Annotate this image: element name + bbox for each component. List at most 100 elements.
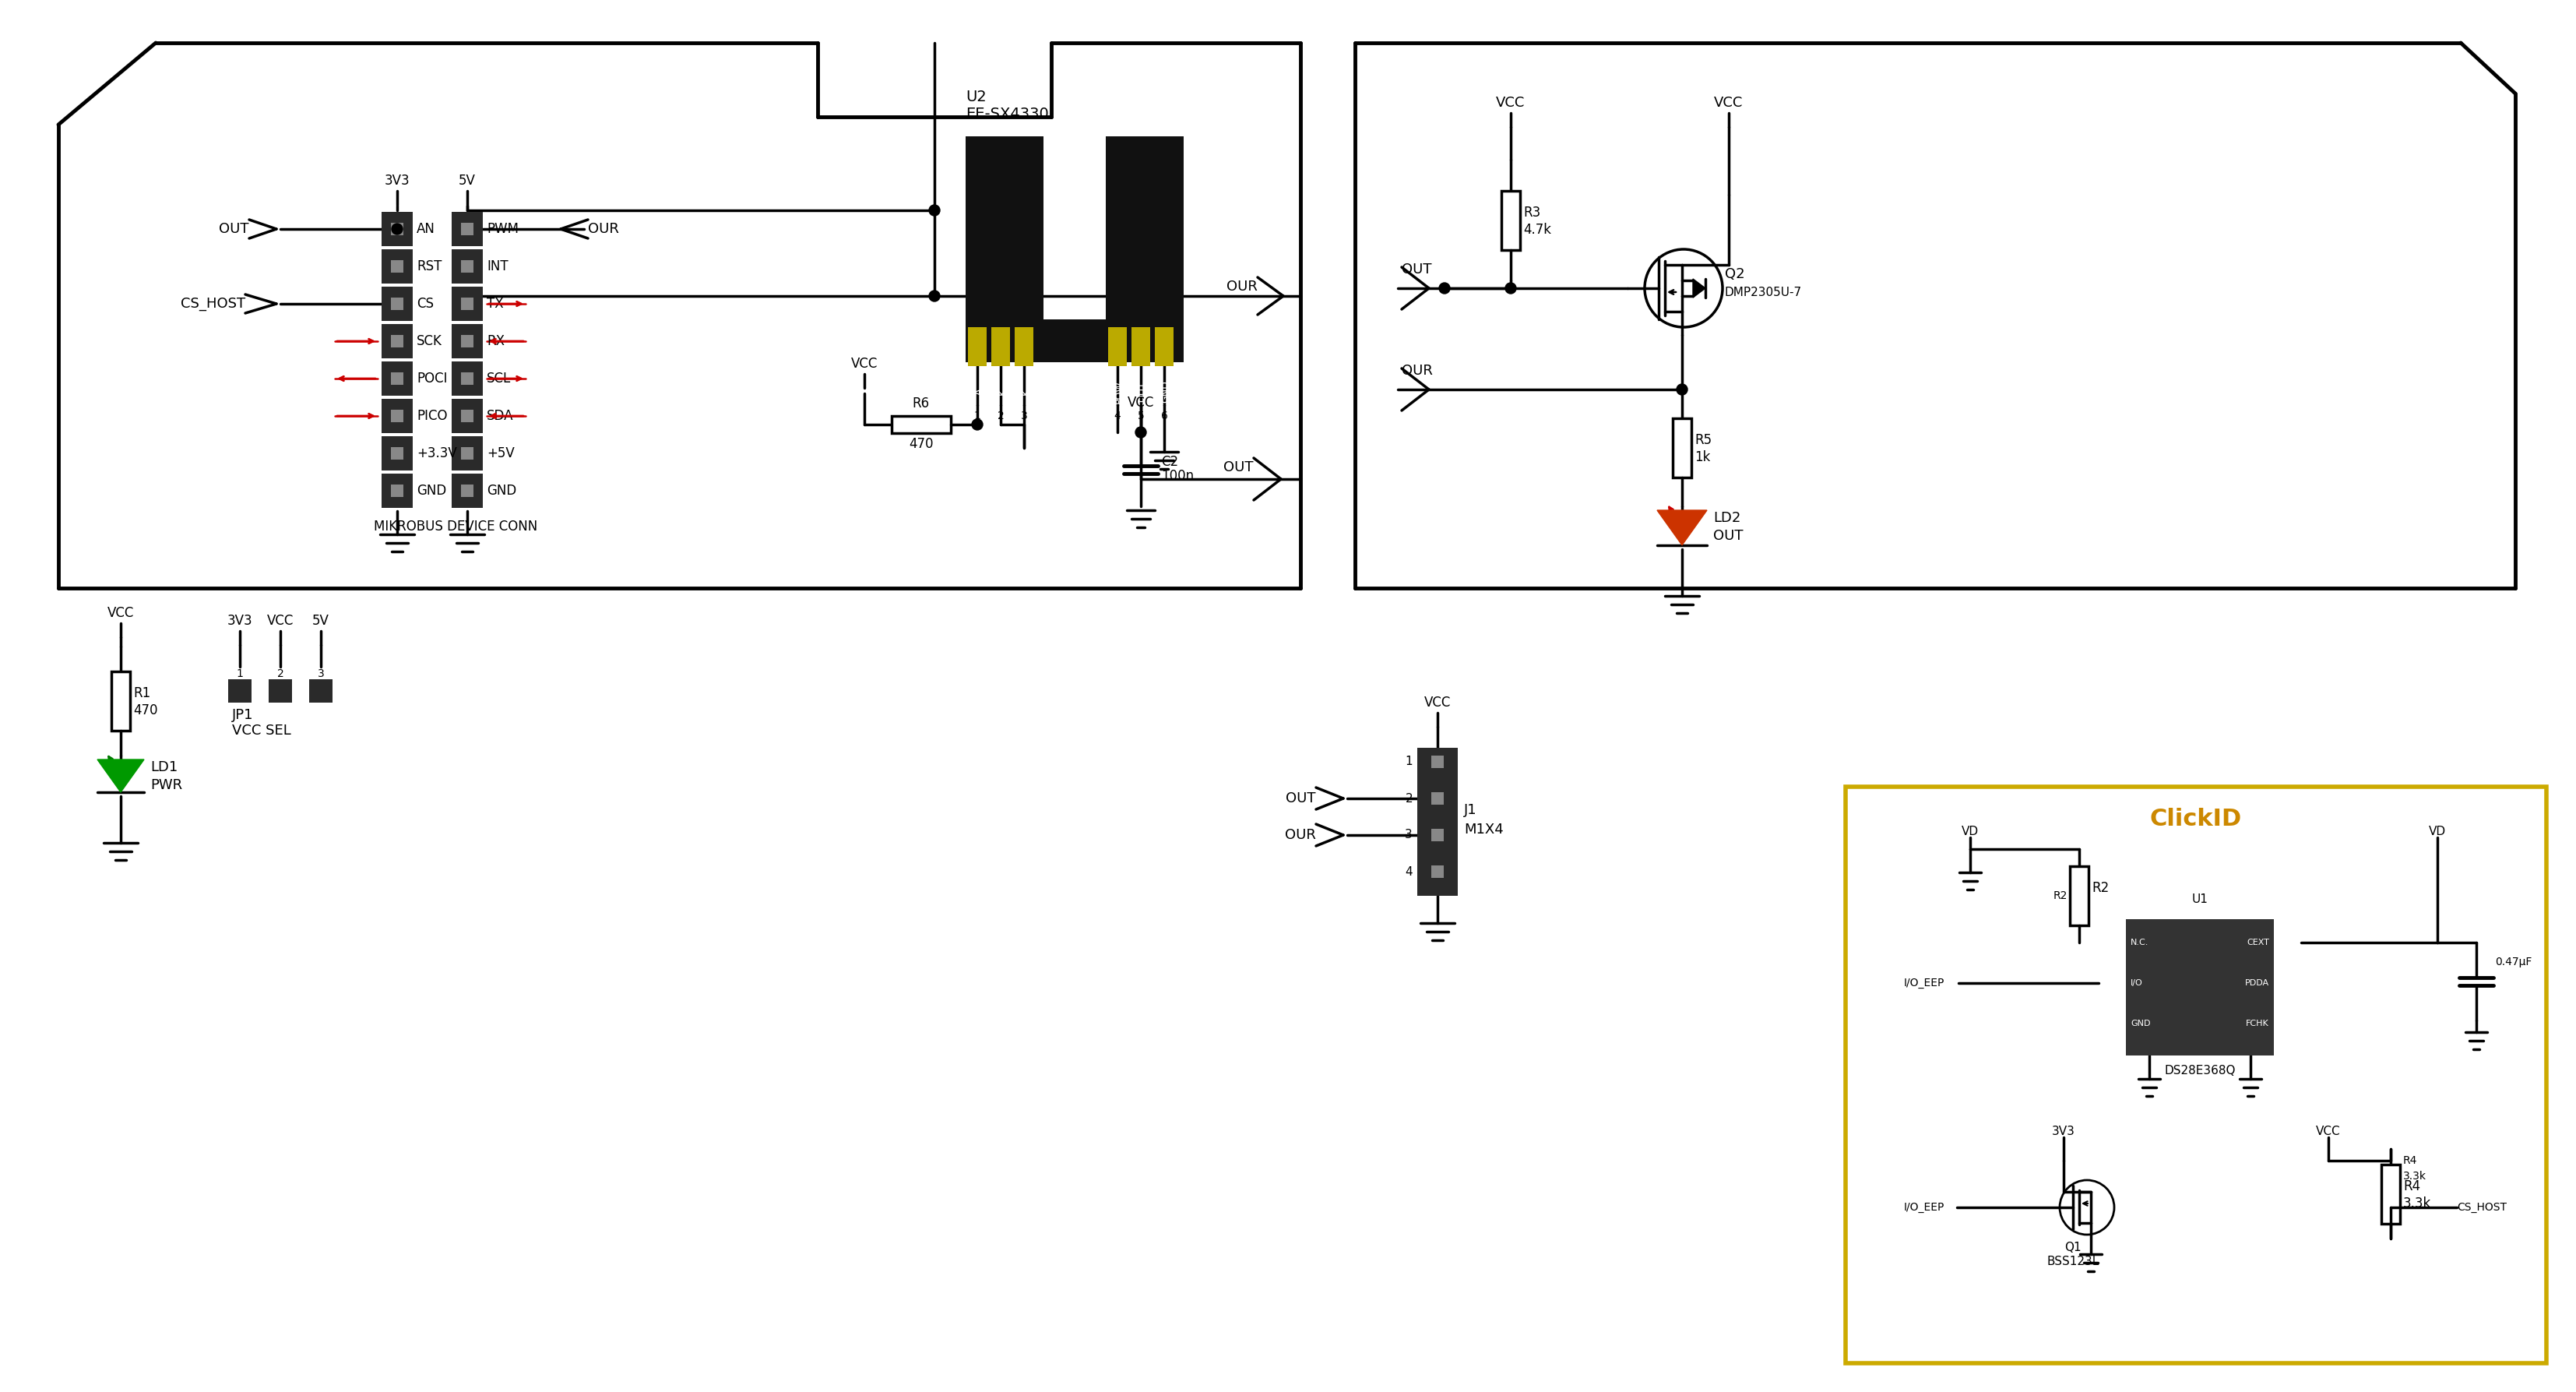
- Bar: [1432, 866, 1443, 878]
- Text: I/O_EEP: I/O_EEP: [1904, 1201, 1945, 1212]
- Text: VCC: VCC: [1497, 96, 1525, 110]
- Text: TX: TX: [487, 296, 502, 310]
- Text: CEXT: CEXT: [2246, 938, 2269, 947]
- Text: CS_HOST: CS_HOST: [180, 296, 245, 310]
- Text: I/O: I/O: [2130, 979, 2143, 987]
- Text: 2: 2: [1404, 792, 1412, 805]
- Bar: [2380, 1164, 2401, 1224]
- Bar: [392, 223, 404, 235]
- Text: R6: R6: [912, 397, 930, 411]
- Text: INT: INT: [487, 259, 507, 273]
- Text: Q1: Q1: [2063, 1242, 2081, 1254]
- Text: GND: GND: [1162, 380, 1172, 404]
- Bar: [1131, 327, 1149, 366]
- Text: 470: 470: [909, 437, 933, 451]
- Bar: [451, 436, 482, 470]
- Bar: [381, 362, 412, 395]
- Bar: [1154, 327, 1175, 366]
- Text: RST: RST: [417, 259, 443, 273]
- Text: Q2: Q2: [1726, 267, 1744, 281]
- Text: VCC SEL: VCC SEL: [232, 724, 291, 738]
- Text: R4: R4: [2403, 1179, 2421, 1193]
- Bar: [381, 287, 412, 322]
- Text: POW: POW: [1113, 380, 1123, 404]
- Text: R1: R1: [134, 686, 149, 700]
- Text: SCL: SCL: [487, 372, 510, 386]
- Circle shape: [1504, 283, 1517, 294]
- Text: K: K: [997, 388, 1007, 395]
- Polygon shape: [1692, 278, 1705, 298]
- Bar: [381, 324, 412, 358]
- Text: +5V: +5V: [487, 447, 515, 461]
- Polygon shape: [1656, 511, 1708, 546]
- Text: 3: 3: [1020, 411, 1028, 422]
- Bar: [2125, 919, 2275, 1055]
- Text: 3V3: 3V3: [2053, 1126, 2076, 1137]
- Bar: [2071, 866, 2089, 926]
- Text: A: A: [974, 388, 984, 395]
- Bar: [392, 447, 404, 459]
- Bar: [1502, 191, 1520, 249]
- Bar: [966, 136, 1043, 362]
- Text: VCC: VCC: [1128, 395, 1154, 409]
- Bar: [392, 409, 404, 422]
- Text: U2: U2: [966, 90, 987, 104]
- Text: OUT: OUT: [1285, 792, 1316, 806]
- Text: VCC: VCC: [1425, 696, 1450, 710]
- Circle shape: [1440, 283, 1450, 294]
- Bar: [1432, 828, 1443, 841]
- Text: PICO: PICO: [417, 409, 448, 423]
- Text: PWR: PWR: [149, 778, 183, 792]
- Text: VD: VD: [2429, 825, 2447, 838]
- Bar: [461, 409, 474, 422]
- Text: OUT: OUT: [1401, 263, 1432, 277]
- Bar: [1105, 136, 1182, 362]
- Bar: [229, 679, 252, 703]
- Text: VCC: VCC: [108, 606, 134, 619]
- Text: POCI: POCI: [417, 372, 448, 386]
- Bar: [392, 335, 404, 348]
- Text: 6: 6: [1162, 411, 1167, 422]
- Bar: [1417, 748, 1458, 896]
- Text: OUR: OUR: [1285, 828, 1316, 842]
- Bar: [992, 327, 1010, 366]
- Bar: [891, 416, 951, 433]
- Bar: [451, 287, 482, 322]
- Text: 2: 2: [997, 411, 1005, 422]
- Bar: [1432, 756, 1443, 768]
- Bar: [309, 679, 332, 703]
- Text: LD2: LD2: [1713, 511, 1741, 525]
- Circle shape: [1136, 427, 1146, 437]
- Bar: [392, 298, 404, 310]
- Text: JP1: JP1: [232, 709, 252, 722]
- Text: +3.3V: +3.3V: [417, 447, 456, 461]
- Text: 1: 1: [237, 668, 242, 679]
- Text: 5V: 5V: [312, 614, 330, 628]
- Text: DS28E368Q: DS28E368Q: [2164, 1065, 2236, 1076]
- Bar: [966, 319, 1182, 362]
- Text: R3: R3: [1522, 205, 1540, 220]
- Bar: [461, 298, 474, 310]
- Bar: [461, 372, 474, 384]
- Bar: [969, 327, 987, 366]
- Text: 2: 2: [278, 668, 283, 679]
- Text: DMP2305U-7: DMP2305U-7: [1726, 287, 1803, 298]
- Text: 3V3: 3V3: [227, 614, 252, 628]
- Text: ClickID: ClickID: [2151, 809, 2241, 831]
- Text: R2: R2: [2092, 881, 2110, 895]
- Bar: [451, 212, 482, 246]
- Text: AN: AN: [417, 221, 435, 237]
- Text: J1: J1: [1463, 803, 1476, 817]
- Text: 1: 1: [1404, 756, 1412, 767]
- Text: 0.47µF: 0.47µF: [2496, 956, 2532, 967]
- Bar: [392, 372, 404, 384]
- Bar: [451, 400, 482, 433]
- Text: K: K: [1020, 388, 1030, 395]
- Text: R2: R2: [2053, 891, 2069, 901]
- Bar: [111, 671, 129, 731]
- Text: VCC: VCC: [850, 356, 878, 370]
- Circle shape: [392, 224, 402, 234]
- Text: 5V: 5V: [459, 174, 477, 188]
- Bar: [451, 324, 482, 358]
- Bar: [1672, 419, 1692, 477]
